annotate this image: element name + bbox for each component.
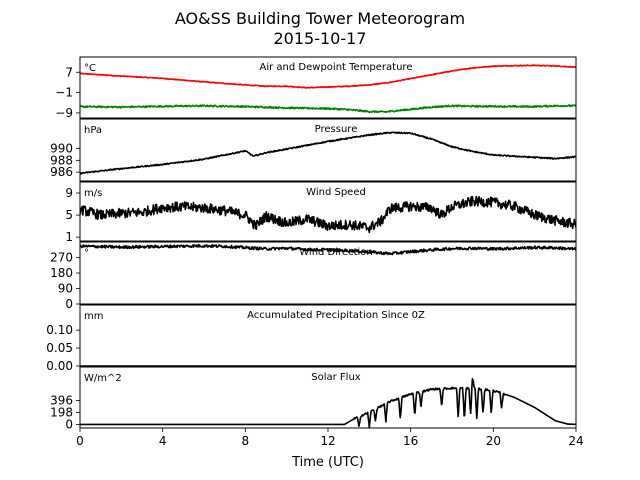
unit-label-solar: W/m^2	[84, 373, 122, 384]
panel-precipitation: 0.00 0.05 0.10 mm Accumulated Precipitation …	[46, 304, 577, 373]
unit-label-precipitation: mm	[84, 311, 103, 322]
x-tick-label: 4	[159, 434, 167, 448]
panel-frame-precipitation	[79, 304, 577, 367]
y-tick-label-temperature: 7	[65, 65, 73, 79]
y-tick-label-wind_direction: 270	[50, 251, 73, 265]
y-tick-label-temperature: −9	[55, 106, 73, 120]
unit-label-temperature: °C	[84, 63, 96, 74]
panel-title-solar: Solar Flux	[311, 372, 361, 383]
y-tick-label-wind_speed: 1	[65, 230, 73, 244]
x-tick-label: 8	[242, 434, 250, 448]
chart-title-line1: AO&SS Building Tower Meteorogram	[175, 9, 465, 28]
panel-title-temperature: Air and Dewpoint Temperature	[260, 62, 413, 73]
series-line-dewpoint	[80, 104, 576, 114]
panel-frame-pressure	[79, 118, 577, 182]
x-tick-label: 16	[403, 434, 418, 448]
y-tick-label-pressure: 988	[50, 153, 73, 167]
panel-wind_speed: 1 5 9 m/s Wind Speed	[65, 181, 577, 244]
series-line-air	[80, 64, 576, 89]
y-tick-label-solar: 198	[50, 405, 73, 419]
y-tick-label-precipitation: 0.00	[46, 359, 73, 373]
x-axis: 0 4 8 12 16 20 24	[76, 428, 584, 448]
panel-title-wind_speed: Wind Speed	[306, 187, 366, 198]
y-tick-label-temperature: −1	[55, 86, 73, 100]
x-tick-label: 0	[76, 434, 84, 448]
panel-frame-temperature	[79, 56, 577, 119]
y-tick-label-wind_speed: 9	[65, 186, 73, 200]
panels-group: −9 −1 7 °C Air and Dewpoint Temperature 98698…	[46, 56, 577, 431]
y-tick-label-wind_direction: 90	[58, 282, 73, 296]
panel-title-wind_direction: Wind Direction	[299, 247, 373, 258]
panel-title-pressure: Pressure	[315, 124, 358, 135]
y-tick-label-precipitation: 0.10	[46, 323, 73, 337]
panel-title-precipitation: Accumulated Precipitation Since 0Z	[247, 310, 425, 321]
panel-frame-wind_speed	[79, 181, 577, 242]
y-tick-label-pressure: 986	[50, 165, 73, 179]
x-tick-label: 20	[486, 434, 501, 448]
y-tick-label-precipitation: 0.05	[46, 341, 73, 355]
x-tick-label: 24	[568, 434, 583, 448]
unit-label-wind_direction: °	[84, 248, 89, 259]
unit-label-pressure: hPa	[84, 125, 102, 136]
y-tick-label-pressure: 990	[50, 142, 73, 156]
y-tick-label-wind_direction: 180	[50, 266, 73, 280]
x-axis-label: Time (UTC)	[291, 455, 364, 470]
y-tick-label-solar: 396	[50, 393, 73, 407]
chart-title-line2: 2015-10-17	[274, 29, 367, 48]
y-tick-label-wind_speed: 5	[65, 208, 73, 222]
unit-label-wind_speed: m/s	[84, 188, 102, 199]
series-line-solar	[80, 377, 576, 428]
y-tick-label-wind_direction: 0	[65, 297, 73, 311]
series-line-speed	[80, 195, 576, 234]
x-tick-label: 12	[320, 434, 335, 448]
series-line-pressure	[80, 131, 576, 175]
panel-temperature: −9 −1 7 °C Air and Dewpoint Temperature	[55, 56, 577, 120]
y-tick-label-solar: 0	[65, 417, 73, 431]
series-line-direction	[80, 243, 576, 256]
